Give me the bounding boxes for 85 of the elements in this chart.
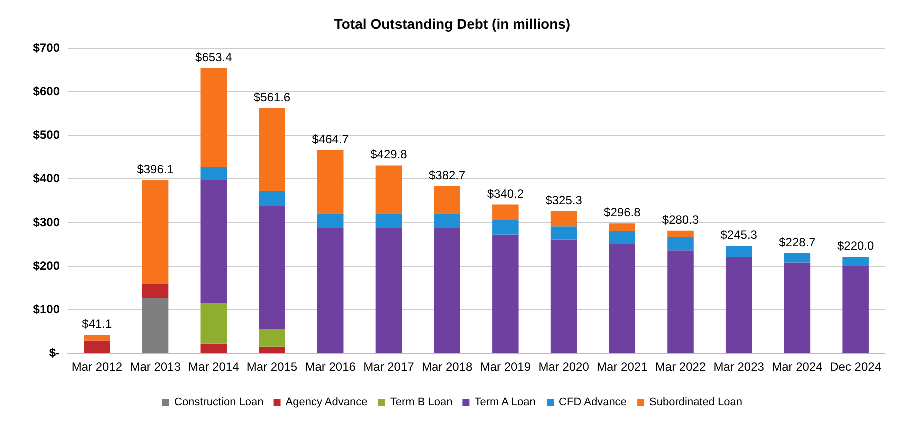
x-tick-label: Mar 2022 xyxy=(655,360,706,374)
total-label: $41.1 xyxy=(82,317,113,332)
bar xyxy=(609,244,636,353)
x-tick-label: Mar 2012 xyxy=(72,360,123,374)
bar xyxy=(376,214,402,228)
total-label: $653.4 xyxy=(196,50,233,64)
total-label: $429.8 xyxy=(370,148,408,162)
bar xyxy=(434,186,460,214)
bar xyxy=(376,166,402,214)
total-label: $296.8 xyxy=(604,206,642,220)
legend-label: Term A Loan xyxy=(474,396,536,408)
bar xyxy=(726,257,752,353)
bar xyxy=(492,220,519,235)
total-label: $396.1 xyxy=(137,162,174,176)
x-tick-label: Mar 2018 xyxy=(422,360,473,374)
bar xyxy=(842,266,869,353)
bar xyxy=(142,180,169,284)
bar xyxy=(784,262,811,353)
x-tick-label: Mar 2013 xyxy=(130,360,182,374)
total-label: $464.7 xyxy=(312,132,350,147)
y-tick-label: $600 xyxy=(33,84,60,99)
y-tick-label: $300 xyxy=(33,215,60,230)
total-label: $245.3 xyxy=(720,228,758,242)
legend-label: Agency Advance xyxy=(286,396,368,408)
bar xyxy=(200,180,228,304)
x-tick-label: Mar 2017 xyxy=(364,360,415,374)
total-label: $280.3 xyxy=(662,212,700,227)
bar xyxy=(609,224,636,231)
y-tick-label: $- xyxy=(49,346,60,360)
y-tick-label: $400 xyxy=(33,172,60,186)
bar xyxy=(259,206,286,330)
bar xyxy=(726,246,752,258)
x-tick-label: Mar 2023 xyxy=(714,360,765,374)
bar xyxy=(550,226,578,240)
total-label: $228.7 xyxy=(779,235,816,250)
bar xyxy=(84,335,110,341)
bar xyxy=(317,228,344,353)
bar xyxy=(84,340,110,353)
bar xyxy=(200,344,228,353)
bar xyxy=(142,298,169,353)
chart-title: Total Outstanding Debt (in millions) xyxy=(334,16,571,32)
bar xyxy=(376,228,402,353)
bar xyxy=(668,250,694,353)
bar xyxy=(609,231,636,244)
y-tick-label: $100 xyxy=(33,302,60,316)
bar xyxy=(317,150,344,214)
bar xyxy=(259,329,286,347)
bar xyxy=(200,167,228,180)
total-label: $340.2 xyxy=(487,186,524,201)
bar xyxy=(668,230,694,238)
bar xyxy=(259,108,286,192)
bar xyxy=(492,204,519,220)
y-tick-label: $500 xyxy=(33,128,60,142)
x-tick-label: Mar 2021 xyxy=(597,360,648,374)
bar xyxy=(200,68,228,168)
legend-label: Construction Loan xyxy=(174,396,264,408)
bar xyxy=(434,214,460,228)
total-label: $561.6 xyxy=(254,90,291,104)
x-tick-label: Dec 2024 xyxy=(830,360,882,374)
y-tick-label: $200 xyxy=(33,258,60,273)
bar xyxy=(550,211,578,227)
total-label: $220.0 xyxy=(837,239,874,254)
x-tick-label: Mar 2016 xyxy=(305,360,356,374)
bar xyxy=(784,253,811,263)
total-label: $325.3 xyxy=(546,193,583,208)
bar xyxy=(492,234,519,353)
legend-label: CFD Advance xyxy=(559,396,627,408)
x-tick-label: Mar 2020 xyxy=(538,360,590,374)
bar xyxy=(550,240,578,353)
x-tick-label: Mar 2015 xyxy=(246,360,298,374)
bar xyxy=(259,191,286,206)
x-tick-label: Mar 2024 xyxy=(772,360,824,374)
bar xyxy=(200,303,228,344)
legend-label: Subordinated Loan xyxy=(650,396,742,408)
x-tick-label: Mar 2014 xyxy=(188,360,240,374)
bar xyxy=(434,228,460,353)
legend-label: Term B Loan xyxy=(390,396,453,408)
bar xyxy=(317,214,344,228)
bar xyxy=(842,257,869,266)
y-tick-label: $700 xyxy=(33,41,60,55)
bar xyxy=(259,346,286,353)
x-tick-label: Mar 2019 xyxy=(480,360,532,374)
bar xyxy=(142,284,169,298)
bar xyxy=(668,238,694,251)
total-label: $382.7 xyxy=(428,168,466,182)
